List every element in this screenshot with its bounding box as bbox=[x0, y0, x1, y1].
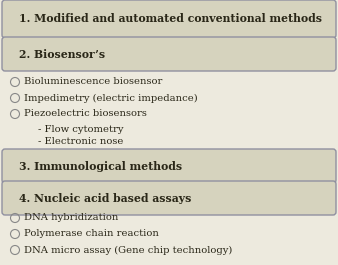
Text: 4. Nucleic acid based assays: 4. Nucleic acid based assays bbox=[19, 192, 191, 204]
Text: Polymerase chain reaction: Polymerase chain reaction bbox=[24, 229, 159, 239]
Text: Piezoelectric biosensors: Piezoelectric biosensors bbox=[24, 109, 147, 118]
Text: Bioluminescence biosensor: Bioluminescence biosensor bbox=[24, 77, 162, 86]
Text: 3. Immunological methods: 3. Immunological methods bbox=[19, 161, 182, 171]
Text: DNA micro assay (Gene chip technology): DNA micro assay (Gene chip technology) bbox=[24, 245, 233, 255]
Text: DNA hybridization: DNA hybridization bbox=[24, 214, 118, 223]
Text: - Electronic nose: - Electronic nose bbox=[38, 138, 123, 147]
Text: Impedimetry (electric impedance): Impedimetry (electric impedance) bbox=[24, 94, 198, 103]
Text: 2. Biosensor’s: 2. Biosensor’s bbox=[19, 48, 105, 60]
FancyBboxPatch shape bbox=[2, 37, 336, 71]
Text: - Flow cytometry: - Flow cytometry bbox=[38, 125, 123, 134]
FancyBboxPatch shape bbox=[2, 0, 336, 38]
FancyBboxPatch shape bbox=[2, 149, 336, 183]
Text: 1. Modified and automated conventional methods: 1. Modified and automated conventional m… bbox=[19, 14, 322, 24]
FancyBboxPatch shape bbox=[2, 181, 336, 215]
